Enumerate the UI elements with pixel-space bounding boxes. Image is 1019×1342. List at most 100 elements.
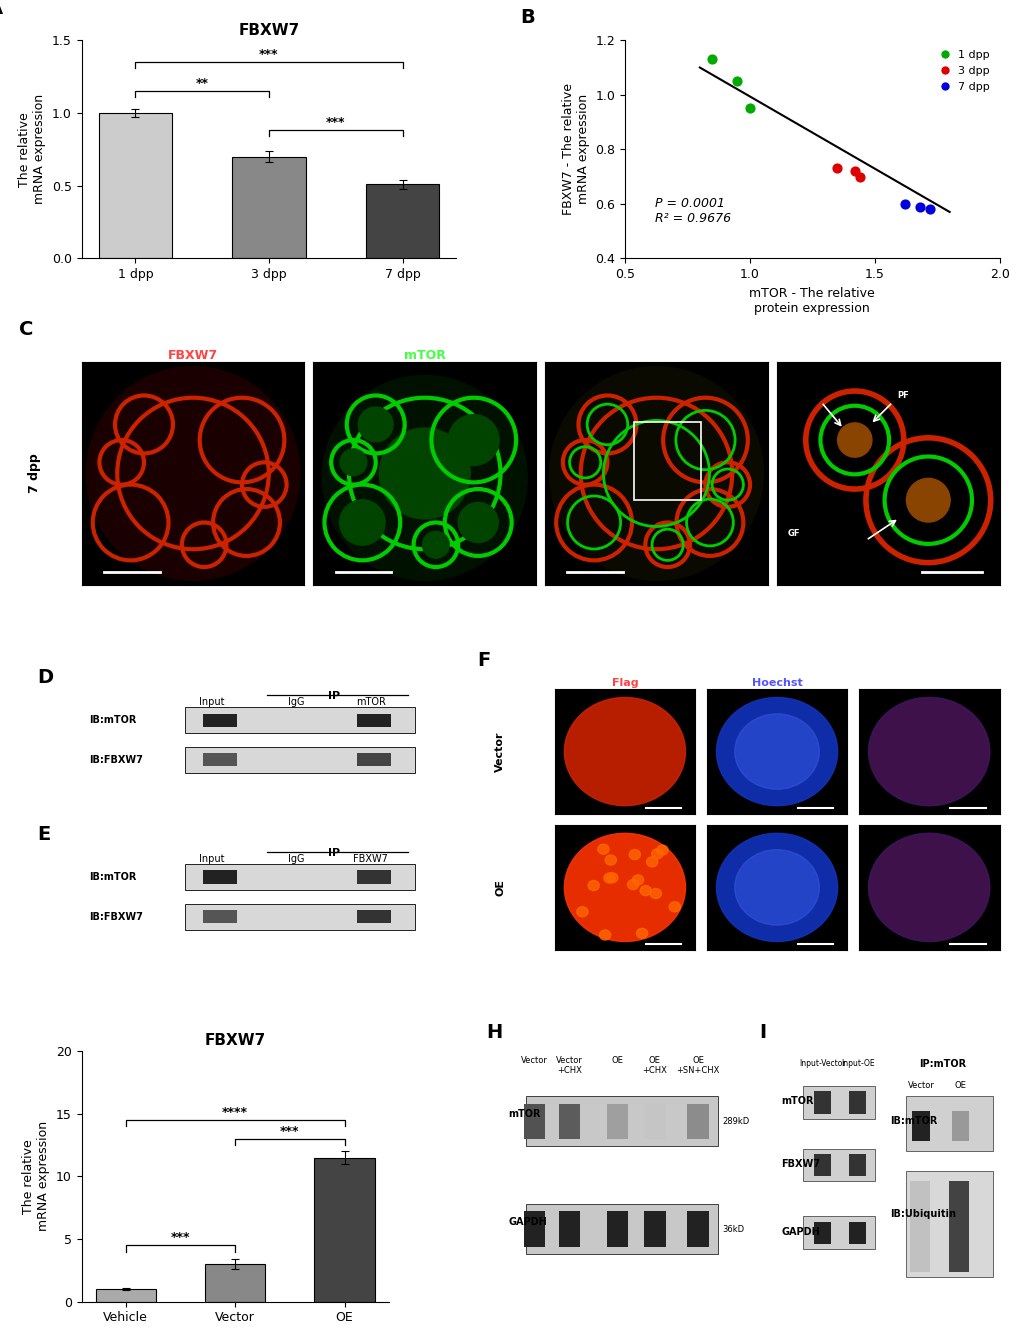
Bar xyxy=(848,1091,865,1114)
Title: mTOR: mTOR xyxy=(404,349,445,362)
Text: IB:mTOR: IB:mTOR xyxy=(890,1117,936,1126)
Circle shape xyxy=(715,698,837,805)
Text: Vector: Vector xyxy=(521,1056,547,1066)
Text: OE
+CHX: OE +CHX xyxy=(642,1056,666,1075)
Circle shape xyxy=(448,415,498,466)
Circle shape xyxy=(86,366,300,581)
Text: A: A xyxy=(0,0,3,17)
Bar xyxy=(185,746,415,773)
Text: OE: OE xyxy=(611,1056,623,1066)
Text: ***: *** xyxy=(259,47,278,60)
Bar xyxy=(203,910,236,923)
Text: Vector: Vector xyxy=(907,1082,933,1090)
Text: Input: Input xyxy=(199,696,224,707)
Point xyxy=(729,70,745,91)
Point xyxy=(911,196,927,217)
Text: IP: IP xyxy=(327,848,339,858)
Circle shape xyxy=(715,833,837,942)
Circle shape xyxy=(629,849,640,860)
Circle shape xyxy=(587,880,599,891)
Bar xyxy=(205,1264,265,1302)
Bar xyxy=(813,1221,830,1244)
Bar xyxy=(802,1216,874,1249)
Text: IP: IP xyxy=(327,691,339,701)
Y-axis label: FBXW7 - The relative
mRNA expression: FBXW7 - The relative mRNA expression xyxy=(561,83,589,215)
Bar xyxy=(687,1103,708,1139)
Y-axis label: The relative
mRNA expression: The relative mRNA expression xyxy=(22,1122,50,1232)
Circle shape xyxy=(603,874,614,883)
Bar xyxy=(634,423,700,501)
Text: OE: OE xyxy=(954,1082,965,1090)
Circle shape xyxy=(868,698,988,805)
Legend: 1 dpp, 3 dpp, 7 dpp: 1 dpp, 3 dpp, 7 dpp xyxy=(934,46,994,97)
Point xyxy=(741,98,757,119)
Circle shape xyxy=(906,478,950,522)
Bar xyxy=(357,910,390,923)
Text: 36kD: 36kD xyxy=(721,1224,744,1233)
Text: IB:mTOR: IB:mTOR xyxy=(89,715,137,725)
Circle shape xyxy=(734,849,818,925)
Point xyxy=(851,166,867,188)
Bar xyxy=(357,753,390,766)
Title: Hoechst: Hoechst xyxy=(751,678,802,688)
Bar xyxy=(848,1221,865,1244)
Bar xyxy=(909,1181,929,1272)
Point xyxy=(828,157,845,178)
Text: F: F xyxy=(477,651,490,670)
Circle shape xyxy=(339,450,367,475)
Circle shape xyxy=(597,844,608,855)
Text: Input-Vector: Input-Vector xyxy=(799,1059,845,1067)
Text: mTOR: mTOR xyxy=(356,696,385,707)
Circle shape xyxy=(649,888,660,899)
Text: FBXW7: FBXW7 xyxy=(354,854,388,864)
Title: FBXW7: FBXW7 xyxy=(168,349,218,362)
Text: ***: *** xyxy=(280,1125,300,1138)
Text: IB:mTOR: IB:mTOR xyxy=(89,872,137,882)
Text: GAPDH: GAPDH xyxy=(781,1227,819,1236)
Bar xyxy=(523,1212,545,1247)
Circle shape xyxy=(322,376,527,581)
Bar xyxy=(526,1096,717,1146)
Bar xyxy=(357,871,390,883)
Bar xyxy=(687,1212,708,1247)
Circle shape xyxy=(422,531,448,558)
Text: P = 0.0001
R² = 0.9676: P = 0.0001 R² = 0.9676 xyxy=(654,197,731,225)
Bar xyxy=(523,1103,545,1139)
Circle shape xyxy=(458,502,497,542)
Text: E: E xyxy=(37,825,50,844)
Text: ***: *** xyxy=(326,115,345,129)
Text: ***: *** xyxy=(170,1231,190,1244)
Bar xyxy=(314,1158,374,1302)
Point xyxy=(703,48,719,70)
Bar xyxy=(813,1154,830,1177)
Bar xyxy=(558,1212,580,1247)
Bar xyxy=(558,1103,580,1139)
Text: mTOR: mTOR xyxy=(781,1096,813,1106)
Text: GF: GF xyxy=(787,529,800,538)
Point xyxy=(896,193,912,215)
Bar xyxy=(905,1096,993,1151)
Circle shape xyxy=(868,698,988,805)
Point xyxy=(846,160,862,181)
Bar xyxy=(203,753,236,766)
Circle shape xyxy=(564,698,685,805)
Bar xyxy=(366,184,439,258)
Bar xyxy=(606,1103,628,1139)
Circle shape xyxy=(640,886,651,895)
Bar xyxy=(802,1149,874,1181)
Bar xyxy=(911,1111,929,1141)
Circle shape xyxy=(668,902,680,911)
Text: mTOR: mTOR xyxy=(507,1108,540,1119)
Circle shape xyxy=(636,929,647,938)
Text: IB:FBXW7: IB:FBXW7 xyxy=(89,754,143,765)
Circle shape xyxy=(606,872,618,883)
Text: Input: Input xyxy=(199,854,224,864)
Circle shape xyxy=(837,423,871,458)
X-axis label: mTOR - The relative
protein expression: mTOR - The relative protein expression xyxy=(749,287,874,314)
Circle shape xyxy=(379,428,470,519)
Bar xyxy=(185,903,415,930)
Y-axis label: The relative
mRNA expression: The relative mRNA expression xyxy=(18,94,46,204)
Bar xyxy=(606,1212,628,1247)
Point xyxy=(920,199,936,220)
Bar xyxy=(357,714,390,726)
